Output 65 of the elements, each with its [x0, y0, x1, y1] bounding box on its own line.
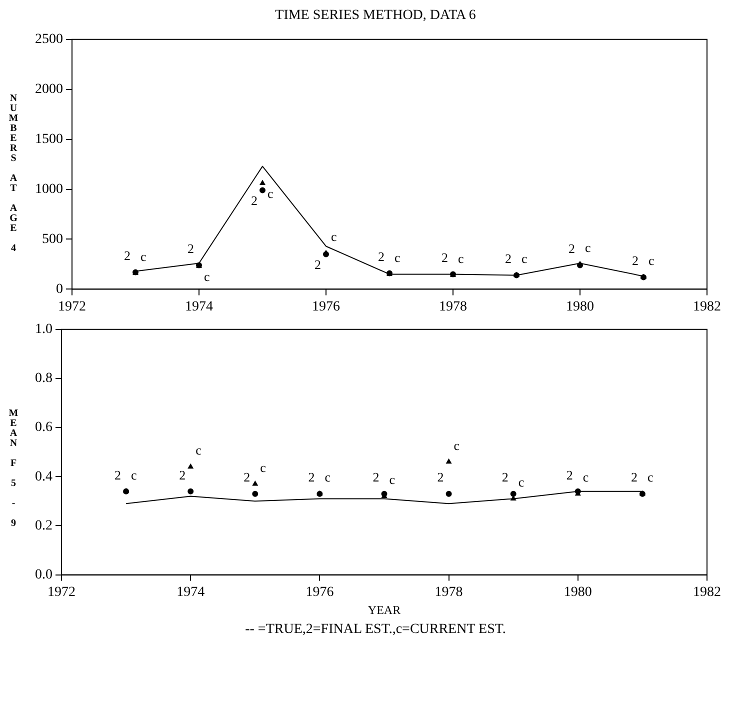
x-tick-label: 1982 [693, 299, 721, 314]
text: 2 [566, 467, 573, 482]
text: 2 [632, 253, 638, 268]
y-tick-label: 0.2 [35, 518, 52, 534]
text: c [522, 251, 528, 266]
text: c [648, 253, 654, 268]
x-tick-label: 1974 [185, 299, 213, 314]
text: 2 [179, 467, 186, 482]
text: 2 [308, 470, 315, 485]
text: 2 [244, 470, 250, 485]
text: c [140, 249, 146, 264]
y-tick-label: 0.6 [35, 420, 52, 436]
series-label: c [204, 269, 210, 284]
text: 2 [114, 467, 122, 482]
y-axis-title: NUMBERS AT AGE 4 [8, 93, 20, 253]
text: 2 [505, 251, 512, 266]
y-tick-label: 0 [56, 282, 63, 297]
x-axis-title: YEAR [368, 602, 401, 617]
x-tick-label: 1982 [693, 584, 721, 600]
text: c [518, 474, 524, 490]
y-tick-label: 1.0 [35, 322, 52, 338]
x-tick-label: 1976 [312, 299, 340, 314]
text: c [458, 251, 464, 266]
text: -- =TRUE,2=FINAL EST.,c=CURRENT EST. [244, 622, 507, 638]
y-tick-label: 0.0 [35, 567, 52, 582]
text: c [582, 470, 589, 485]
text: c [394, 250, 400, 266]
y-tick-label: 2500 [35, 32, 63, 48]
text: 2 [372, 470, 380, 485]
text: c [647, 470, 654, 485]
x-tick-label: 1978 [434, 584, 463, 600]
x-tick-label: 1976 [306, 584, 334, 600]
text: 2 [630, 470, 638, 485]
y-tick-label: 500 [42, 232, 63, 247]
chart-title: TIME SERIES METHOD, DATA 6 [274, 8, 477, 24]
y-tick-label: 2000 [35, 82, 63, 98]
series-label: c [260, 460, 266, 475]
text: 2 [124, 248, 130, 264]
text: 2 [442, 250, 448, 266]
series-label: 2 [251, 193, 258, 208]
text: c [131, 467, 137, 482]
x-tick-label: 1978 [439, 299, 467, 314]
y-tick-label: 0.8 [35, 371, 52, 386]
text: 2 [188, 241, 194, 256]
x-tick-label: 1972 [58, 299, 86, 314]
text: c [268, 186, 274, 202]
text: c [389, 472, 396, 488]
text: 2 [437, 470, 444, 485]
text: c [331, 229, 337, 244]
text: c [196, 442, 202, 458]
text: c [454, 438, 460, 453]
text: c [585, 240, 591, 256]
x-tick-label: 1980 [564, 584, 592, 600]
text: 2 [314, 257, 321, 272]
x-tick-label: 1972 [48, 584, 76, 600]
text: 2 [378, 249, 384, 264]
y-tick-label: 1000 [35, 182, 63, 197]
x-tick-label: 1974 [176, 584, 205, 600]
series-label: 2 [502, 470, 508, 485]
y-tick-label: 0.4 [35, 469, 52, 484]
y-axis-title: MEAN F 5 - 9 [8, 408, 20, 528]
x-tick-label: 1980 [566, 299, 594, 314]
text: 2 [568, 241, 575, 256]
y-tick-label: 1500 [35, 132, 63, 147]
text: c [324, 470, 330, 485]
